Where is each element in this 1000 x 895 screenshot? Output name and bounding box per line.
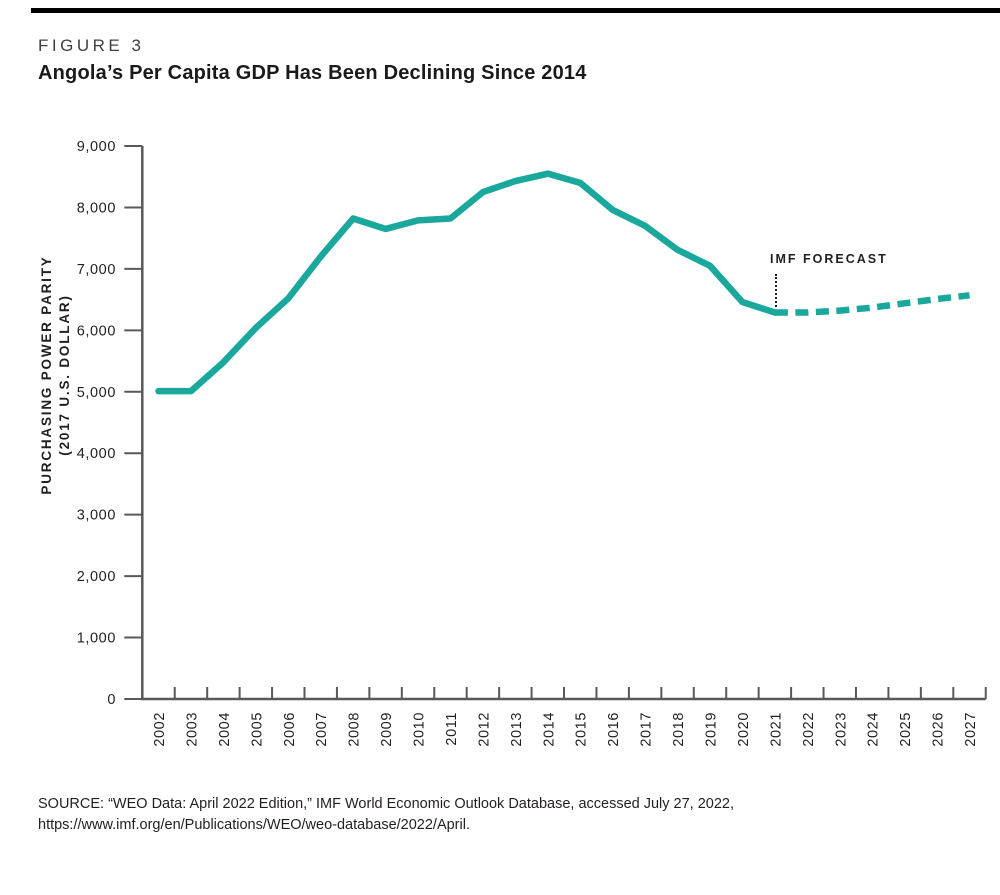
x-tick-label: 2014 — [541, 712, 557, 747]
y-tick-label: 3,000 — [77, 508, 116, 524]
figure-label: FIGURE 3 — [38, 36, 145, 55]
x-tick-label: 2008 — [347, 712, 363, 747]
y-tick-label: 8,000 — [77, 200, 116, 216]
gdp-line-actual — [155, 170, 779, 395]
x-tick-label: 2015 — [574, 712, 590, 747]
x-tick-label: 2020 — [736, 712, 752, 747]
gdp-line-forecast — [774, 292, 970, 316]
top-rule — [31, 8, 1000, 13]
x-tick-label: 2016 — [606, 712, 622, 747]
y-tick-label: 4,000 — [77, 446, 116, 462]
x-tick-label: 2024 — [866, 712, 882, 747]
x-tick-label: 2002 — [152, 712, 168, 747]
forecast-pointer-line — [775, 274, 777, 307]
x-tick-label: 2011 — [444, 712, 460, 746]
y-tick-label: 6,000 — [77, 323, 116, 339]
x-tick-label: 2017 — [639, 712, 655, 747]
x-tick-label: 2010 — [412, 712, 428, 747]
y-tick-label: 9,000 — [77, 139, 116, 155]
y-tick-label: 5,000 — [77, 385, 116, 401]
x-tick-label: 2019 — [704, 712, 720, 747]
x-tick-label: 2003 — [184, 712, 200, 747]
x-tick-label: 2013 — [509, 712, 525, 747]
x-tick-label: 2026 — [931, 712, 947, 747]
x-tick-label: 2009 — [379, 712, 395, 747]
y-tick-label: 7,000 — [77, 262, 116, 278]
imf-forecast-label: IMF FORECAST — [770, 252, 888, 266]
source-note: SOURCE: “WEO Data: April 2022 Edition,” … — [38, 794, 958, 836]
x-tick-label: 2006 — [282, 712, 298, 747]
x-tick-label: 2023 — [833, 712, 849, 747]
x-tick-label: 2027 — [963, 712, 979, 747]
x-tick-label: 2022 — [801, 712, 817, 747]
source-line-1: SOURCE: “WEO Data: April 2022 Edition,” … — [38, 796, 735, 812]
y-tick-label: 1,000 — [77, 631, 116, 647]
y-tick-label: 0 — [107, 692, 116, 708]
x-tick-label: 2004 — [217, 712, 233, 747]
x-tick-label: 2012 — [476, 712, 492, 747]
source-line-2: https://www.imf.org/en/Publications/WEO/… — [38, 817, 470, 834]
x-tick-label: 2007 — [314, 712, 330, 747]
x-tick-label: 2018 — [671, 712, 687, 747]
chart-title: Angola’s Per Capita GDP Has Been Declini… — [38, 62, 587, 84]
x-tick-label: 2025 — [898, 712, 914, 747]
x-tick-label: 2021 — [768, 712, 784, 747]
x-tick-label: 2005 — [249, 712, 265, 747]
y-tick-label: 2,000 — [77, 569, 116, 585]
